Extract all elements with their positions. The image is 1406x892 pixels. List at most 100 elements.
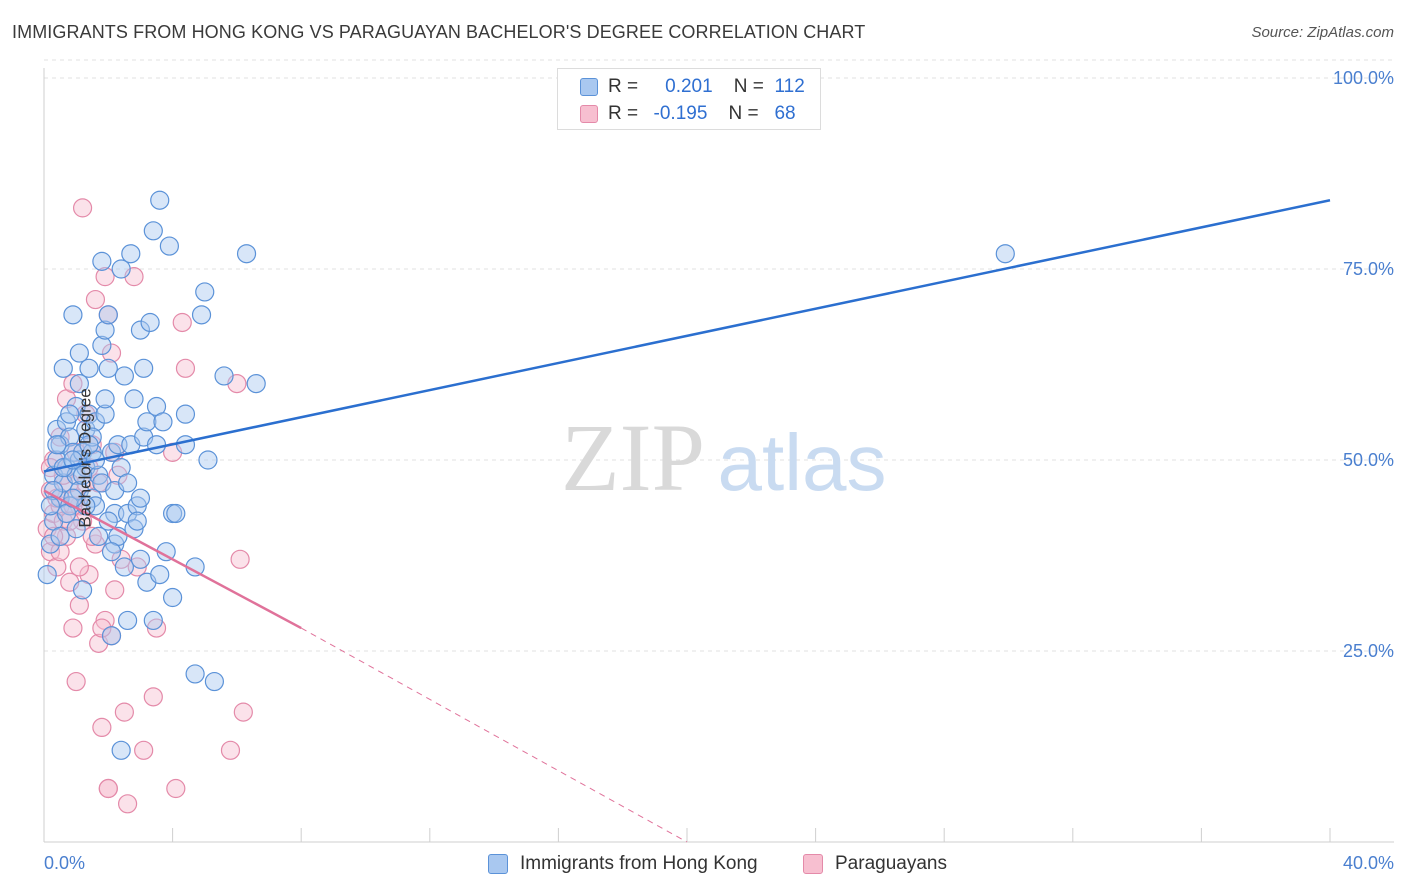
y-axis-title: Bachelor's Degree <box>75 388 95 528</box>
bottom-legend-paraguayans: Paraguayans <box>803 852 947 876</box>
paraguayan-point <box>220 740 241 760</box>
hong-kong-point <box>47 435 67 455</box>
paraguayan-point <box>143 687 163 707</box>
paraguayan-point <box>233 702 253 722</box>
hong-kong-point <box>198 450 218 470</box>
hong-kong-point <box>130 488 151 508</box>
bottom-legend-hong-kong: Immigrants from Hong Kong <box>488 852 758 876</box>
hong-kong-point <box>134 358 154 378</box>
hong-kong-point <box>72 465 93 485</box>
paraguayan-trend-line <box>43 489 302 630</box>
stats-legend: R = 0.201 N = 112 R = -0.195 N = 68 <box>557 68 821 130</box>
hong-kong-point <box>98 305 118 325</box>
paraguayan-point <box>230 549 250 569</box>
hong-kong-point <box>214 366 234 386</box>
hong-kong-point <box>63 305 83 325</box>
hong-kong-point <box>185 664 205 684</box>
hong-kong-point <box>50 526 70 547</box>
bottom-legend-label-paraguayans: Paraguayans <box>835 853 947 874</box>
legend-r-value: -0.195 <box>653 103 708 124</box>
paraguayan-point <box>92 717 112 738</box>
bottom-legend-swatch-pink <box>803 854 823 874</box>
hong-kong-point <box>150 564 170 585</box>
paraguayan-point <box>85 289 106 310</box>
hong-kong-point <box>163 587 183 608</box>
legend-n-label: N = <box>733 76 764 97</box>
hong-kong-point <box>175 435 196 455</box>
hong-kong-point <box>53 358 73 378</box>
hong-kong-point <box>127 511 147 531</box>
paraguayan-point <box>50 542 70 562</box>
trend-lines <box>43 199 1331 843</box>
hong-kong-point <box>117 473 138 493</box>
hong-kong-point <box>121 244 141 264</box>
hong-kong-points <box>37 190 1015 760</box>
y-tick-label: 100.0% <box>1333 68 1394 88</box>
legend-r-label: R = <box>608 103 639 124</box>
hong-kong-point <box>140 312 160 333</box>
chart-title: IMMIGRANTS FROM HONG KONG VS PARAGUAYAN … <box>12 22 866 42</box>
hong-kong-point <box>143 221 163 241</box>
legend-row-hong-kong: R = 0.201 N = 112 <box>580 76 805 98</box>
hong-kong-point <box>69 374 89 394</box>
paraguayan-point <box>66 671 86 692</box>
legend-row-paraguayans: R = -0.195 N = 68 <box>580 103 796 125</box>
hong-kong-point <box>79 435 99 455</box>
hong-kong-point <box>150 190 170 210</box>
hong-kong-point <box>143 610 163 631</box>
hong-kong-point <box>69 343 89 363</box>
watermark-zip: ZIP <box>561 404 705 511</box>
paraguayan-point <box>72 198 93 218</box>
axes <box>43 68 1394 843</box>
legend-n-value: 68 <box>774 103 796 124</box>
legend-n-value: 112 <box>774 76 805 97</box>
legend-swatch-blue <box>580 78 598 96</box>
hong-kong-point <box>195 282 215 302</box>
hong-kong-point <box>95 404 115 424</box>
y-tick-label: 75.0% <box>1343 259 1394 279</box>
hong-kong-point <box>114 557 134 577</box>
source-label: Source: ZipAtlas.com <box>1251 24 1394 41</box>
hong-kong-point <box>98 358 118 378</box>
paraguayan-point <box>134 740 154 760</box>
tick-labels: 25.0% 50.0% 75.0% 100.0% 0.0% 40.0% <box>44 68 1394 873</box>
hong-kong-point <box>175 404 196 424</box>
hong-kong-point <box>159 236 179 256</box>
paraguayan-point <box>63 618 83 638</box>
hong-kong-point <box>92 251 112 271</box>
hong-kong-point <box>40 534 61 554</box>
paraguayan-point <box>117 794 138 814</box>
y-tick-label: 50.0% <box>1343 450 1394 470</box>
legend-r-value: 0.201 <box>665 76 713 97</box>
hong-kong-point <box>130 320 151 340</box>
hong-kong-point <box>92 335 112 355</box>
hong-kong-point <box>95 320 115 340</box>
paraguayan-point <box>63 374 83 394</box>
paraguayan-point <box>114 702 134 722</box>
hong-kong-point <box>111 740 131 760</box>
hong-kong-point <box>236 244 257 264</box>
hong-kong-point <box>76 419 96 440</box>
paraguayan-point <box>69 557 89 577</box>
hong-kong-point <box>85 496 106 516</box>
hong-kong-point <box>114 366 134 386</box>
watermark-atlas: atlas <box>718 418 887 507</box>
bottom-legend-label-hong-kong: Immigrants from Hong Kong <box>520 853 758 874</box>
paraguayan-point <box>98 778 118 799</box>
hong-kong-point <box>137 412 157 432</box>
hong-kong-point <box>66 519 86 539</box>
paraguayan-point <box>82 526 102 547</box>
hong-kong-point <box>995 244 1015 264</box>
hong-kong-point <box>166 503 186 524</box>
hong-kong-point <box>85 412 106 432</box>
x-tick-label-min: 0.0% <box>44 853 85 873</box>
x-tick-label-max: 40.0% <box>1343 853 1394 873</box>
paraguayan-point <box>101 343 122 363</box>
paraguayan-point <box>47 557 67 577</box>
hong-kong-point <box>101 626 122 646</box>
paraguayan-point <box>69 595 89 615</box>
hong-kong-point <box>204 671 224 692</box>
hong-kong-point <box>117 610 138 631</box>
hong-kong-point <box>101 542 122 562</box>
